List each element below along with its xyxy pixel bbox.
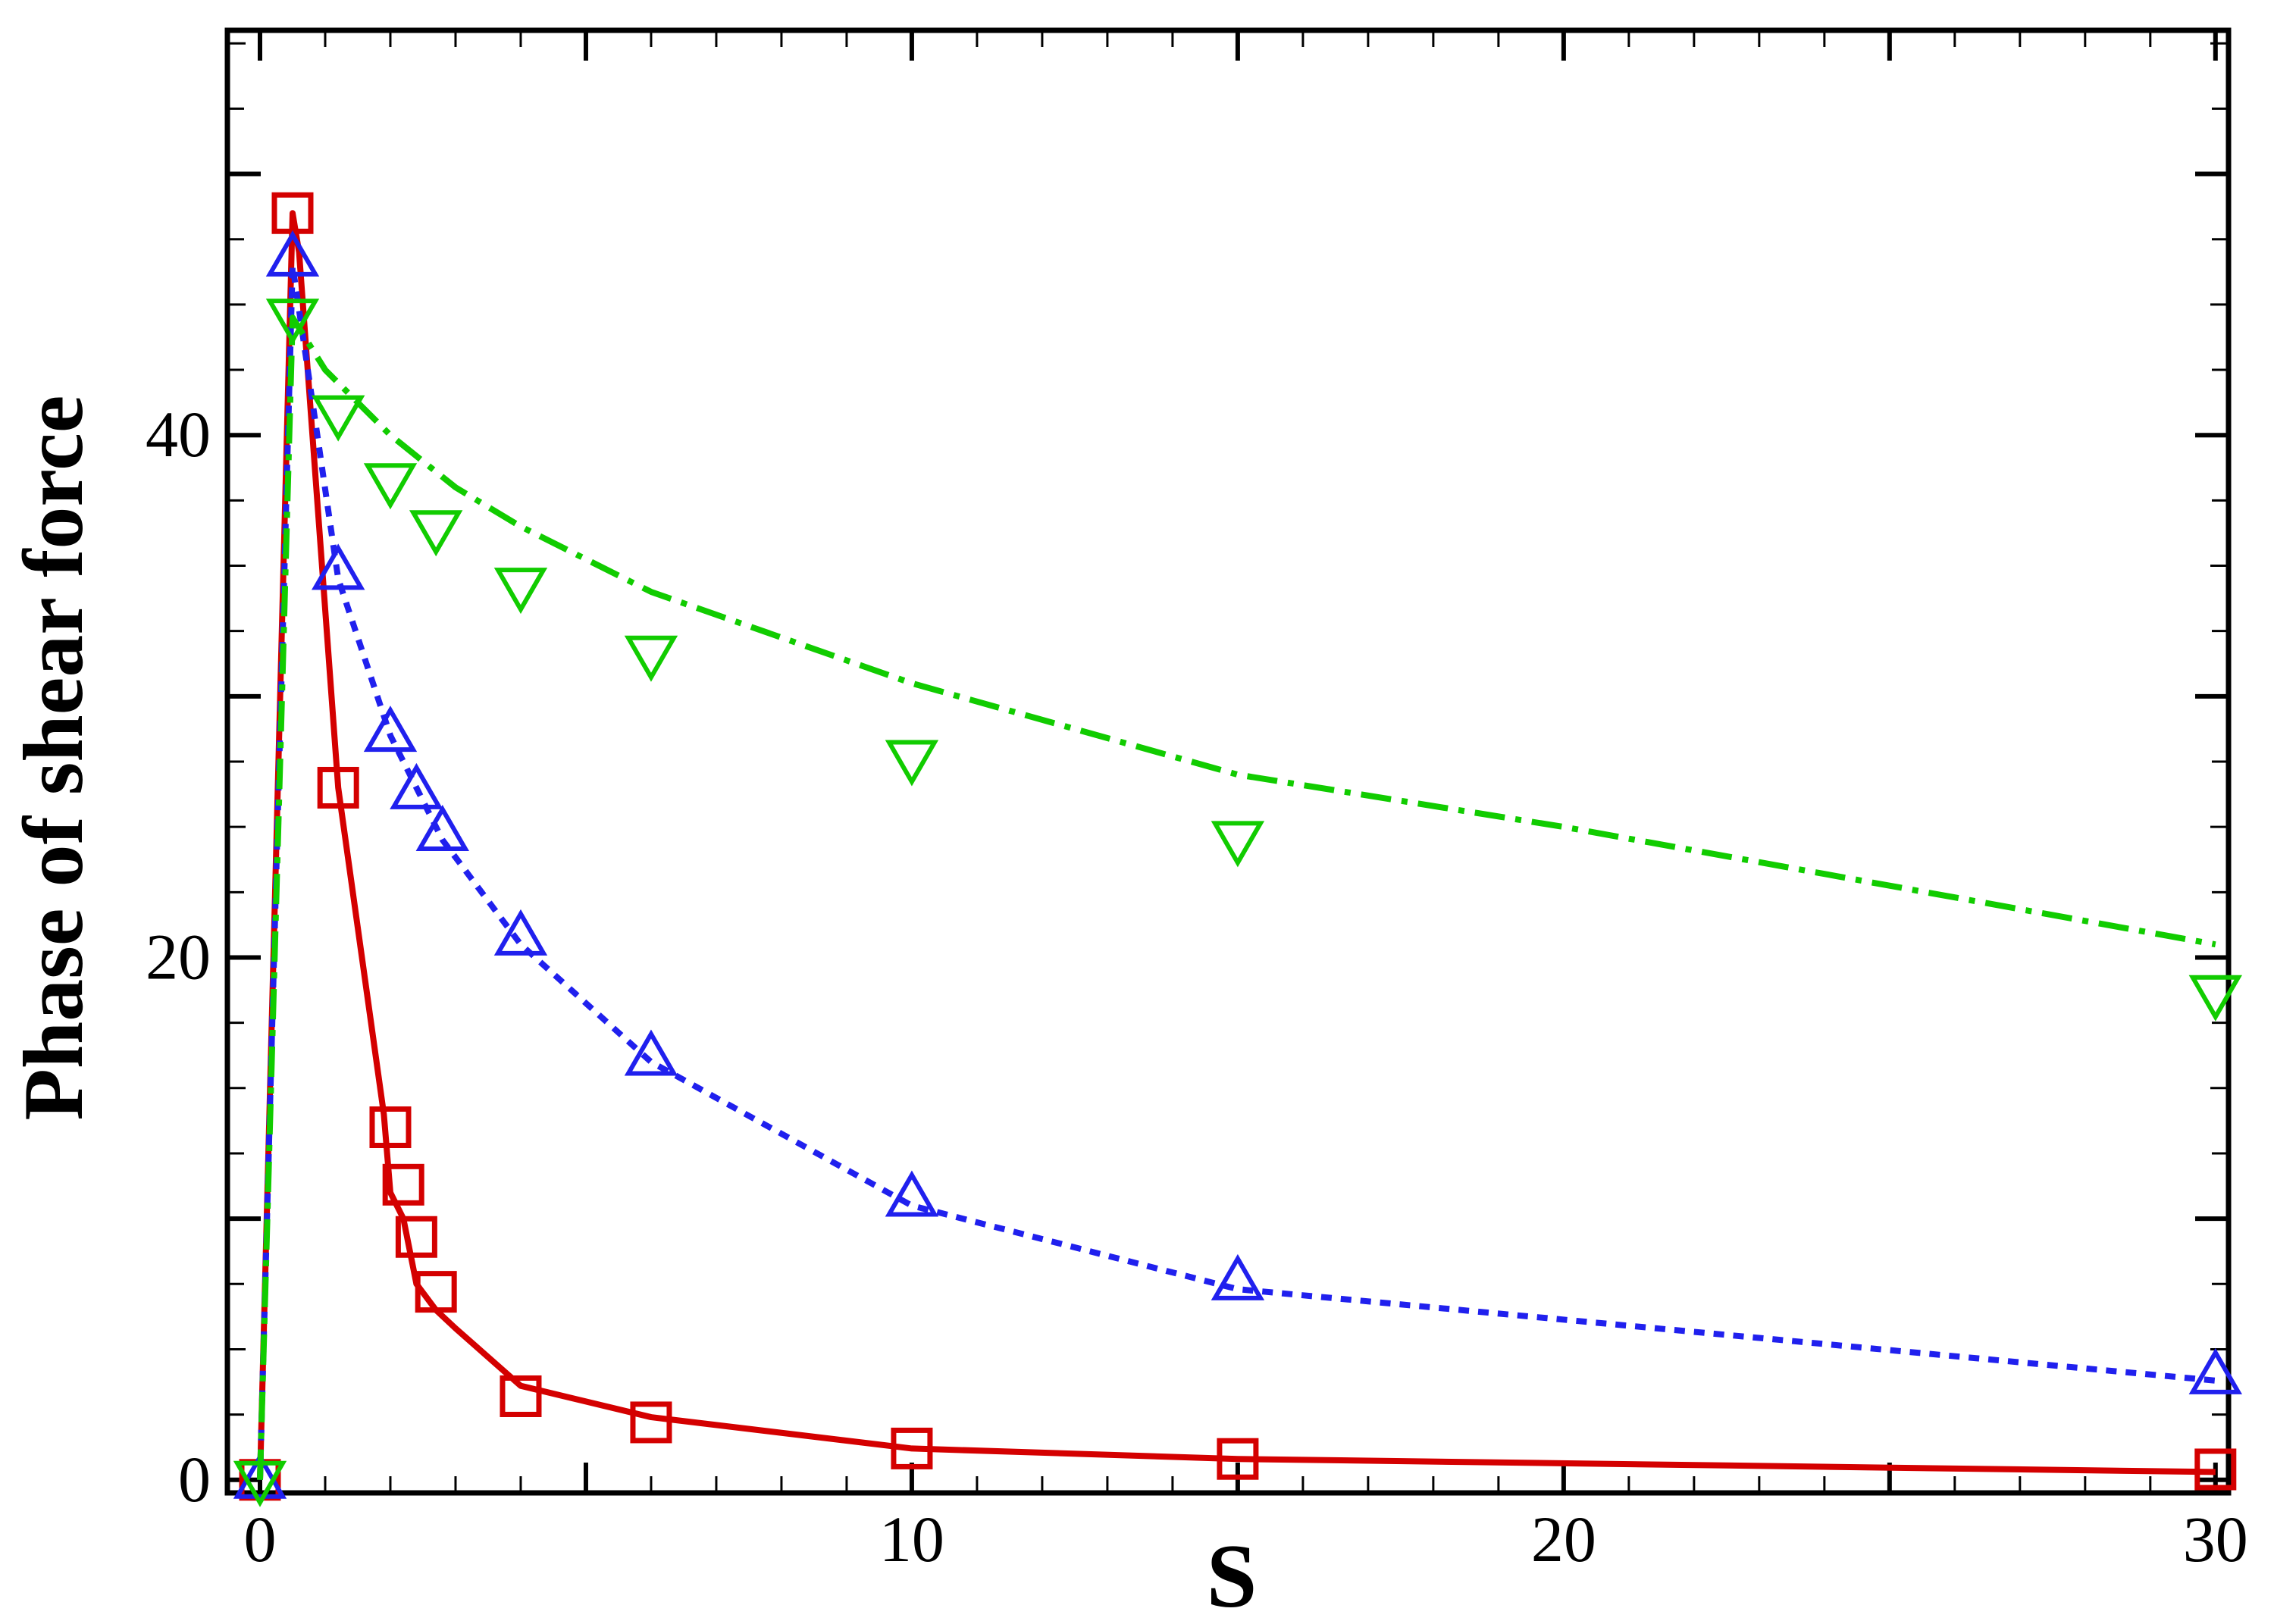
data-point-square bbox=[369, 1106, 412, 1148]
y-tick-label: 20 bbox=[146, 920, 211, 993]
data-point-triangle-down bbox=[1211, 821, 1265, 868]
data-point-triangle-up bbox=[2188, 1347, 2242, 1394]
data-point-triangle-up bbox=[1211, 1253, 1265, 1300]
series-line bbox=[256, 314, 2216, 1480]
tick-labels: 0 10 20 30 0 20 40 bbox=[146, 398, 2248, 1575]
data-point-triangle-up bbox=[415, 805, 469, 852]
y-axis-label: Phase of shear force bbox=[7, 396, 101, 1121]
data-point-square bbox=[1217, 1438, 1259, 1480]
x-tick-label: 30 bbox=[2183, 1503, 2248, 1575]
data-point-triangle-down bbox=[2188, 975, 2242, 1022]
data-point-triangle-up bbox=[363, 706, 418, 753]
x-tick-label: 20 bbox=[1531, 1503, 1596, 1575]
data-point-square bbox=[382, 1163, 424, 1206]
x-axis-label: S bbox=[1207, 1525, 1258, 1624]
x-tick-label: 10 bbox=[879, 1503, 944, 1575]
data-point-square bbox=[2194, 1448, 2237, 1491]
data-point-triangle-up bbox=[624, 1029, 678, 1076]
series-1 bbox=[239, 192, 2237, 1501]
y-tick-label: 40 bbox=[146, 398, 211, 471]
x-tick-label: 0 bbox=[243, 1503, 276, 1575]
data-point-square bbox=[500, 1375, 542, 1417]
series-line bbox=[256, 262, 2216, 1480]
data-point-triangle-down bbox=[493, 568, 548, 615]
data-point-square bbox=[630, 1401, 672, 1444]
data-point-triangle-down bbox=[409, 510, 463, 557]
series-layer bbox=[233, 192, 2242, 1507]
data-point-triangle-down bbox=[233, 1460, 287, 1507]
series-line bbox=[256, 210, 2216, 1480]
axes bbox=[224, 27, 2232, 1496]
data-point-triangle-down bbox=[624, 635, 678, 682]
data-point-triangle-up bbox=[885, 1170, 939, 1217]
data-point-triangle-down bbox=[265, 299, 320, 346]
data-point-triangle-up bbox=[233, 1452, 287, 1499]
data-point-square bbox=[317, 766, 359, 809]
data-point-triangle-up bbox=[390, 762, 443, 809]
data-point-triangle-down bbox=[363, 463, 418, 510]
series-2 bbox=[233, 230, 2242, 1499]
data-point-triangle-up bbox=[493, 909, 548, 956]
data-point-square bbox=[891, 1427, 933, 1469]
series-3 bbox=[233, 299, 2242, 1507]
data-point-square bbox=[395, 1216, 437, 1258]
y-tick-label: 0 bbox=[178, 1443, 211, 1516]
data-point-triangle-up bbox=[265, 230, 320, 277]
data-point-triangle-down bbox=[311, 395, 365, 442]
data-point-triangle-up bbox=[311, 543, 365, 590]
data-point-square bbox=[415, 1271, 457, 1313]
data-point-triangle-down bbox=[885, 740, 939, 787]
